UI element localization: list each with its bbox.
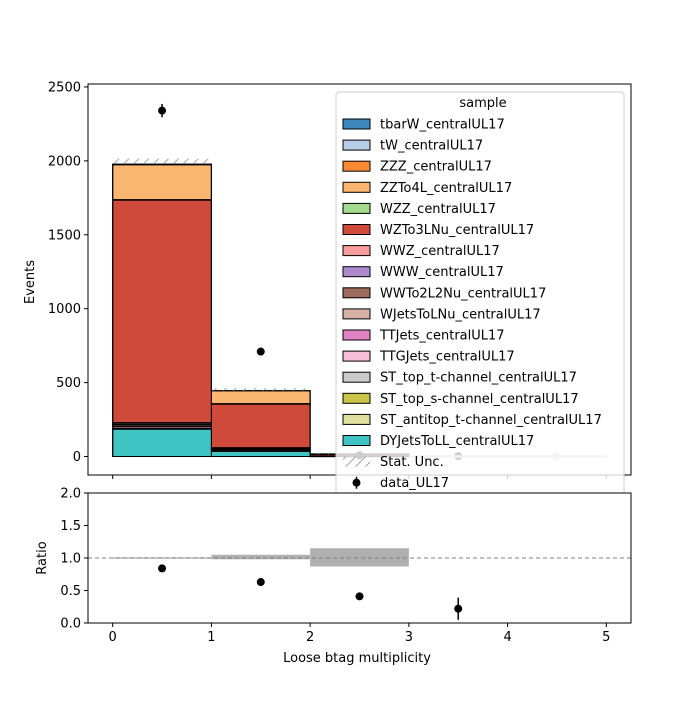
- y-tick-label: 0: [73, 450, 81, 465]
- x-axis-label: Loose btag multiplicity: [283, 651, 431, 666]
- legend-entry-wzz-centralul17-label: WZZ_centralUL17: [380, 202, 496, 217]
- legend-entry-stat-unc-label: Stat. Unc.: [380, 455, 444, 470]
- ratio-point: [454, 604, 463, 613]
- legend-entry-stat-unc-swatch: [343, 456, 370, 467]
- main-y-axis-label: Events: [23, 260, 38, 304]
- stacked-bars: [112, 163, 607, 458]
- stat-unc-band-bin-1: [211, 388, 311, 392]
- x-tick-label: 1: [207, 630, 215, 645]
- ratio-y-tick-label: 1.0: [60, 552, 81, 567]
- legend-entry-data-ul17-label: data_UL17: [380, 476, 449, 491]
- legend-entry-st-top-s-channel-centralul17-swatch: [342, 392, 371, 404]
- ratio-y-tick-label: 2.0: [60, 487, 81, 502]
- legend-entry-ttjets-centralul17-label: TTJets_centralUL17: [379, 329, 505, 344]
- legend-entry-st-top-t-channel-centralul17-swatch: [342, 371, 371, 383]
- ratio-point: [256, 578, 265, 587]
- legend-entry-st-top-s-channel-centralul17-label: ST_top_s-channel_centralUL17: [380, 392, 579, 407]
- x-tick-label: 0: [109, 630, 117, 645]
- ratio-points: [158, 564, 463, 620]
- main-y-ticks: 0 500 1000 1500 2000 2500: [48, 80, 88, 465]
- legend-entry-www-centralul17-swatch: [342, 266, 371, 278]
- legend-entry-data-ul17-marker: [352, 478, 361, 487]
- legend-entry-wwto2l2nu-centralul17-swatch: [342, 287, 371, 299]
- legend-entry-dyjetstoll-centralul17-swatch: [342, 435, 371, 446]
- y-tick-label: 1500: [48, 228, 81, 243]
- y-tick-label: 2500: [48, 80, 81, 95]
- legend-entry-wjetstolnu-centralul17-swatch: [342, 308, 371, 320]
- data-point: [256, 347, 265, 356]
- legend-entry-dyjetstoll-centralul17-label: DYJetsToLL_centralUL17: [380, 434, 534, 449]
- x-tick-label: 3: [405, 630, 413, 645]
- ratio-y-tick-label: 1.5: [60, 519, 81, 534]
- main-panel: 0 500 1000 1500 2000 2500 Events sample tbarW_…: [23, 80, 632, 501]
- legend-entry-zzz-centralul17-label: ZZZ_centralUL17: [380, 160, 492, 175]
- ratio-point: [355, 592, 364, 601]
- legend-entry-wzto3lnu-centralul17-label: WZTo3LNu_centralUL17: [380, 223, 534, 238]
- data-point: [158, 106, 167, 115]
- legend-entry-st-antitop-t-channel-centralul17-swatch: [342, 413, 371, 425]
- y-tick-label: 2000: [48, 154, 81, 169]
- legend-entry-tbarw-centralul17-swatch: [342, 118, 371, 130]
- legend-title: sample: [459, 96, 506, 111]
- legend-entry-wwz-centralul17-swatch: [342, 245, 371, 257]
- ratio-unc-band-bin-2: [310, 548, 409, 567]
- x-tick-label: 5: [602, 630, 610, 645]
- legend-entry-wwz-centralul17-label: WWZ_centralUL17: [380, 244, 500, 259]
- ratio-y-tick-label: 0.5: [60, 584, 81, 599]
- legend-entry-zzto4l-centralul17-swatch: [342, 181, 371, 193]
- legend-entry-ttgjets-centralul17-swatch: [342, 350, 371, 362]
- legend: sample tbarW_centralUL17 tW_centralUL17 ZZZ…: [335, 91, 625, 501]
- legend-entry-tw-centralul17-label: tW_centralUL17: [380, 139, 483, 154]
- ratio-y-tick-label: 0.0: [60, 617, 81, 632]
- legend-entry-tw-centralul17-swatch: [342, 139, 371, 151]
- legend-entry-wwto2l2nu-centralul17-label: WWTo2L2Nu_centralUL17: [380, 286, 546, 301]
- legend-entry-st-top-t-channel-centralul17-label: ST_top_t-channel_centralUL17: [380, 371, 577, 386]
- bar-wzto3lnu-centralul17-bin-0: [112, 199, 212, 424]
- ratio-panel: 0.0 0.5 1.0 1.5 2.0 0 1 2 3 4 5 Ratio Loose btag …: [35, 487, 632, 666]
- ratio-y-axis-label: Ratio: [35, 541, 50, 574]
- legend-entry-ttgjets-centralul17-label: TTGJets_centralUL17: [379, 350, 515, 365]
- y-tick-label: 500: [56, 376, 81, 391]
- bar-dyjetstoll-centralul17-bin-1: [210, 450, 311, 458]
- bar-zzto4l-centralul17-bin-1: [210, 390, 311, 405]
- legend-entry-zzz-centralul17-swatch: [342, 160, 371, 172]
- legend-entry-wjetstolnu-centralul17-label: WJetsToLNu_centralUL17: [380, 307, 541, 322]
- ratio-point: [158, 564, 167, 573]
- ratio-unc-bands: [112, 548, 409, 567]
- stat-unc-band-bin-0: [112, 158, 212, 164]
- legend-entry-zzto4l-centralul17-label: ZZTo4L_centralUL17: [380, 181, 512, 196]
- legend-entry-www-centralul17-label: WWW_centralUL17: [380, 265, 504, 280]
- legend-entry-tbarw-centralul17-label: tbarW_centralUL17: [380, 118, 505, 133]
- x-tick-label: 4: [503, 630, 511, 645]
- ratio-x-ticks: 0 1 2 3 4 5: [109, 623, 610, 645]
- ratio-y-ticks: 0.0 0.5 1.0 1.5 2.0: [60, 487, 88, 632]
- ratio-unc-band-bin-1: [211, 554, 311, 560]
- ratio-unc-band-bin-0: [112, 557, 212, 559]
- bar-zzto4l-centralul17-bin-0: [112, 164, 212, 201]
- bar-dyjetstoll-centralul17-bin-0: [112, 428, 212, 458]
- legend-entry-wzto3lnu-centralul17-swatch: [342, 224, 371, 235]
- x-tick-label: 2: [306, 630, 314, 645]
- legend-entry-ttjets-centralul17-swatch: [342, 329, 371, 341]
- y-tick-label: 1000: [48, 302, 81, 317]
- bar-wzto3lnu-centralul17-bin-1: [210, 403, 311, 449]
- legend-entry-st-antitop-t-channel-centralul17-label: ST_antitop_t-channel_centralUL17: [380, 413, 602, 428]
- legend-entry-wzz-centralul17-swatch: [342, 202, 371, 214]
